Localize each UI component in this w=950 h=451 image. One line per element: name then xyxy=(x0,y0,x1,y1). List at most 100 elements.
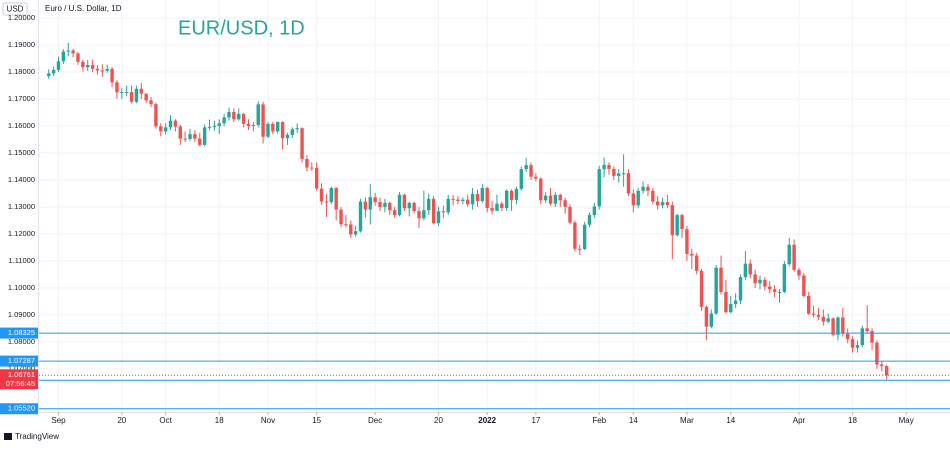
candle-body xyxy=(621,173,626,175)
candle-body xyxy=(480,188,485,202)
candle-body xyxy=(807,295,811,314)
candle-body xyxy=(524,165,528,170)
candle-body xyxy=(836,317,840,335)
candle-body xyxy=(466,199,470,205)
candle-body xyxy=(865,328,869,332)
candle-body xyxy=(436,211,441,224)
candle-body xyxy=(285,134,290,139)
candle-body xyxy=(821,316,826,322)
x-tick-label: 14 xyxy=(726,416,735,425)
candle-body xyxy=(193,134,197,139)
x-tick-label: 20 xyxy=(434,416,443,425)
candle-body xyxy=(490,208,494,211)
candle-body xyxy=(870,331,874,343)
candle-body xyxy=(149,100,153,105)
candle-body xyxy=(641,186,645,191)
candle-body xyxy=(763,279,767,287)
candle-body xyxy=(514,188,519,200)
candle-body xyxy=(305,158,309,168)
candle-body xyxy=(797,269,801,276)
candle-body xyxy=(587,215,592,225)
price-level-tag xyxy=(0,355,38,367)
candle-body xyxy=(251,124,256,127)
candle-body xyxy=(86,65,90,68)
x-tick-label: Nov xyxy=(261,416,275,425)
candle-body xyxy=(777,291,782,293)
x-tick-label: Sep xyxy=(51,416,66,425)
candle-body xyxy=(290,129,295,135)
candle-body xyxy=(441,211,446,213)
candle-body xyxy=(855,345,860,348)
y-tick-label: 1.16000 xyxy=(8,121,35,130)
y-tick-label: 1.15000 xyxy=(8,148,35,157)
candle-body xyxy=(324,201,329,203)
candle-body xyxy=(71,50,75,54)
candle-body xyxy=(261,104,265,137)
candle-body xyxy=(714,267,718,314)
currency-label: USD xyxy=(7,5,24,14)
candle-body xyxy=(139,88,144,94)
candle-body xyxy=(417,211,421,219)
candle-body xyxy=(110,68,114,83)
candle-body xyxy=(811,313,816,315)
candle-body xyxy=(90,65,95,69)
y-tick-label: 1.18000 xyxy=(8,67,35,76)
candle-body xyxy=(675,215,679,236)
candle-body xyxy=(738,277,743,301)
candle-body xyxy=(56,61,61,70)
candle-body xyxy=(655,201,660,206)
candle-body xyxy=(344,224,348,226)
candle-body xyxy=(875,342,879,365)
x-tick-label: Mar xyxy=(680,416,694,425)
candle-body xyxy=(831,318,835,335)
candle-body xyxy=(383,202,387,207)
candle-body xyxy=(373,197,377,203)
price-level-label: 1.08325 xyxy=(8,328,35,337)
candle-body xyxy=(529,165,533,177)
x-tick-label: May xyxy=(899,416,914,425)
symbol-subtitle: Euro / U.S. Dollar, 1D xyxy=(45,4,122,13)
candle-body xyxy=(602,164,606,170)
candle-body xyxy=(81,61,85,68)
candle-body xyxy=(100,70,105,72)
candle-body xyxy=(768,286,772,290)
candle-body xyxy=(485,188,489,209)
candle-body xyxy=(690,253,694,256)
x-tick-label: 18 xyxy=(848,416,857,425)
candle-body xyxy=(427,198,431,211)
candle-body xyxy=(860,328,865,346)
candle-body xyxy=(607,164,611,169)
candle-body xyxy=(237,113,241,120)
candle-body xyxy=(115,82,119,93)
candle-body xyxy=(198,138,202,145)
candle-body xyxy=(392,210,397,216)
y-tick-label: 1.08000 xyxy=(8,337,35,346)
candle-body xyxy=(334,188,338,210)
candle-body xyxy=(519,169,523,189)
candle-body xyxy=(553,194,558,204)
y-tick-label: 1.13000 xyxy=(8,202,35,211)
candle-body xyxy=(573,222,577,249)
candle-body xyxy=(724,291,728,313)
candle-body xyxy=(120,92,124,94)
y-tick-label: 1.07000 xyxy=(8,364,35,373)
candle-body xyxy=(631,193,636,206)
candle-body xyxy=(144,93,148,101)
candle-body xyxy=(266,123,270,137)
candle-body xyxy=(227,111,231,118)
candle-body xyxy=(451,198,455,200)
price-level-tag xyxy=(0,327,38,339)
candle-body xyxy=(51,69,56,74)
candle-body xyxy=(558,194,562,201)
candle-body xyxy=(543,195,548,201)
y-tick-label: 1.19000 xyxy=(8,40,35,49)
candle-body xyxy=(66,50,70,52)
candle-body xyxy=(660,202,665,206)
candle-body xyxy=(349,224,353,235)
x-tick-label: 2022 xyxy=(478,416,496,425)
candle-body xyxy=(475,194,480,202)
x-tick-label: 15 xyxy=(312,416,321,425)
candle-body xyxy=(753,274,757,284)
candle-body xyxy=(168,120,173,128)
